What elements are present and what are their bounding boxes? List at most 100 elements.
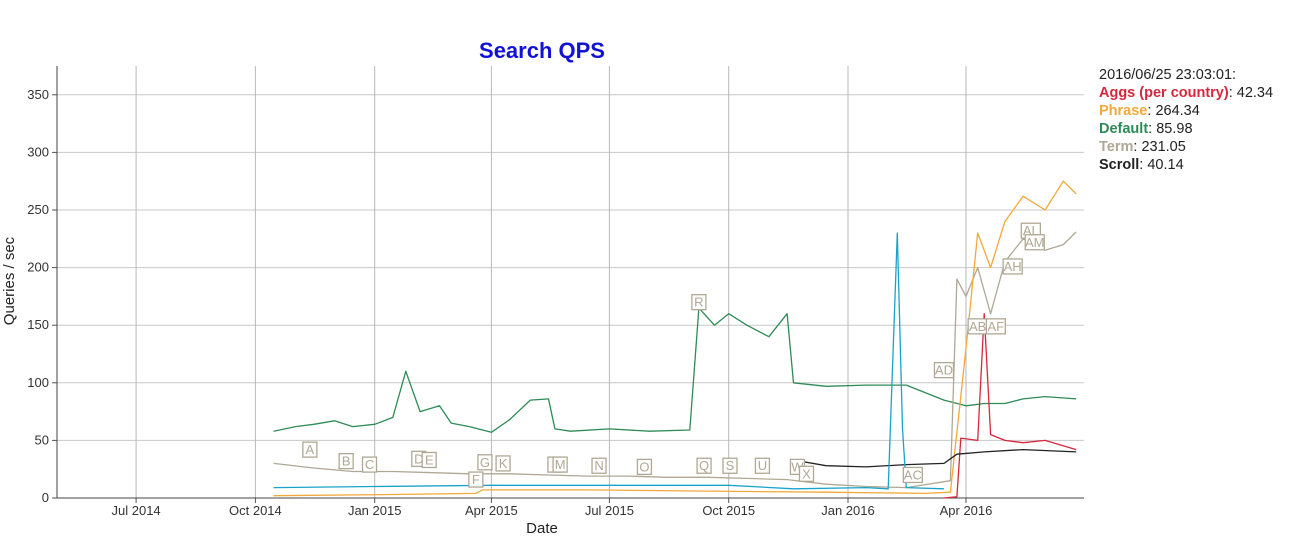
y-tick-label: 250	[27, 202, 49, 217]
annotation-box	[1002, 258, 1023, 275]
annotation-box	[691, 294, 707, 311]
annotation-flag: M	[552, 456, 568, 473]
y-tick-label: 100	[27, 375, 49, 390]
annotation-box	[552, 456, 568, 473]
y-tick-label: 300	[27, 144, 49, 159]
series-lines	[273, 180, 1077, 499]
annotation-flag: AB	[967, 318, 988, 335]
annotation-label: AB	[969, 319, 986, 334]
annotation-box	[421, 451, 437, 469]
series-line-scroll	[793, 448, 1077, 468]
annotation-flag: AM	[1024, 234, 1045, 251]
legend-item: Aggs (per country): 42.34	[1099, 84, 1273, 102]
legend-series-value: 85.98	[1156, 121, 1193, 137]
legend-series-name: Phrase	[1099, 103, 1148, 119]
annotation-box	[636, 458, 653, 476]
annotation-flag: S	[722, 457, 738, 474]
annotation-flag: R	[691, 294, 707, 311]
legend-separator: :	[1133, 139, 1142, 155]
annotation-box	[985, 318, 1006, 335]
annotation-box	[468, 471, 484, 488]
x-axis-label: Date	[526, 520, 558, 537]
annotation-label: AF	[988, 319, 1005, 334]
legend-separator: :	[1147, 103, 1156, 119]
series-line-unnamed	[273, 232, 945, 490]
annotation-label: B	[342, 454, 351, 469]
annotation-flag: X	[798, 465, 815, 482]
axes	[52, 66, 1084, 503]
annotation-flag: B	[338, 452, 354, 470]
annotation-box	[338, 452, 354, 470]
legend-separator: :	[1139, 157, 1148, 173]
annotations: ABCDEFGKLMNOQRSUWXACADABAFAHALAM	[302, 222, 1045, 488]
annotation-label: N	[594, 458, 603, 473]
legend: 2016/06/25 23:03:01: Aggs (per country):…	[1099, 66, 1273, 174]
x-tick-label: Jan 2015	[348, 503, 402, 518]
annotation-box	[495, 455, 511, 472]
y-axis-label: Queries / sec	[1, 236, 18, 325]
annotation-flag: W	[789, 458, 806, 476]
annotation-label: D	[414, 451, 423, 466]
series-line-phrase	[273, 180, 1077, 497]
grid	[57, 66, 1084, 498]
x-tick-label: Jan 2016	[821, 503, 875, 518]
annotation-flag: O	[636, 458, 653, 476]
legend-series-name: Scroll	[1099, 157, 1140, 173]
annotation-flag: A	[302, 441, 318, 458]
annotation-label: E	[425, 452, 434, 467]
annotation-label: AD	[935, 363, 953, 378]
y-tick-label: 350	[27, 87, 49, 102]
chart-title: Search QPS	[479, 38, 605, 63]
annotation-flag: N	[591, 457, 607, 474]
x-tick-label: Jul 2015	[585, 503, 634, 518]
annotation-label: F	[472, 472, 480, 487]
y-tick-label: 50	[35, 432, 49, 447]
legend-series-name: Default	[1099, 121, 1149, 137]
legend-series-value: 264.34	[1155, 103, 1200, 119]
annotation-box	[933, 361, 955, 379]
annotation-label: X	[802, 466, 811, 481]
legend-item: Phrase: 264.34	[1099, 102, 1273, 120]
annotation-label: U	[758, 458, 767, 473]
annotation-label: Q	[699, 458, 709, 473]
y-tick-label: 200	[27, 260, 49, 275]
annotation-box	[754, 457, 771, 474]
annotation-label: S	[726, 458, 735, 473]
annotation-box	[798, 465, 815, 482]
annotation-box	[477, 454, 493, 471]
annotation-label: M	[555, 457, 566, 472]
annotation-label: C	[365, 457, 374, 472]
legend-series-value: 231.05	[1141, 139, 1186, 155]
annotation-label: AC	[904, 467, 922, 482]
legend-series-name: Aggs (per country)	[1099, 85, 1229, 101]
x-tick-label: Apr 2015	[465, 503, 518, 518]
legend-item: Default: 85.98	[1099, 120, 1273, 138]
x-tick-label: Oct 2014	[229, 503, 282, 518]
annotation-label: A	[306, 442, 315, 457]
x-tick-label: Jul 2014	[112, 503, 161, 518]
annotation-label: AH	[1004, 259, 1022, 274]
annotation-flag: AC	[902, 466, 923, 484]
legend-item: Scroll: 40.14	[1099, 156, 1273, 174]
annotation-flag: AH	[1002, 258, 1023, 275]
annotation-flag: C	[361, 456, 378, 473]
y-tick-labels: 0 50 100 150 200 250 300 350	[27, 87, 49, 505]
series-line-term	[273, 231, 1077, 489]
annotation-box	[722, 457, 738, 474]
annotation-label: R	[694, 295, 703, 310]
x-tick-labels: Jul 2014 Oct 2014 Jan 2015 Apr 2015 Jul 2015…	[112, 503, 993, 518]
annotation-label: O	[639, 459, 649, 474]
annotation-flag: G	[477, 454, 493, 471]
y-tick-label: 150	[27, 317, 49, 332]
annotation-box	[902, 466, 923, 484]
annotation-flag: AD	[933, 361, 955, 379]
legend-series-value: 40.14	[1147, 157, 1184, 173]
annotation-box	[696, 457, 712, 474]
annotation-flag: Q	[696, 457, 712, 474]
legend-separator: :	[1228, 85, 1237, 101]
annotation-flag: AF	[985, 318, 1006, 335]
annotation-flag: K	[495, 455, 511, 472]
legend-separator: :	[1148, 121, 1157, 137]
annotation-flag: E	[421, 451, 437, 469]
